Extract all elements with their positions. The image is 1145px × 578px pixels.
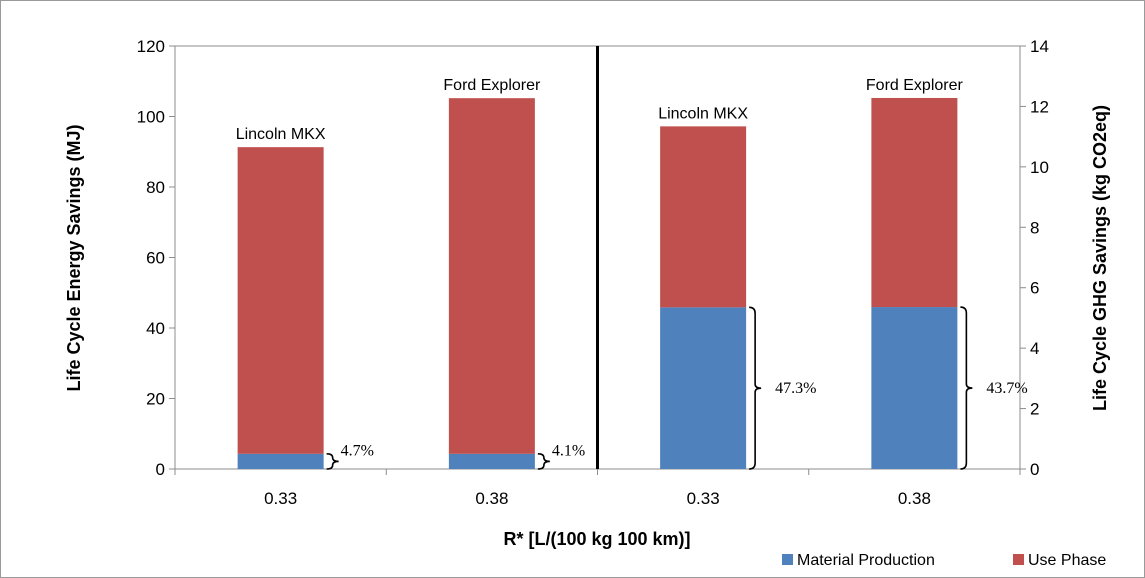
percent-brace <box>537 453 550 470</box>
y-tick-label-left: 20 <box>146 390 165 409</box>
bar-label: Ford Explorer <box>866 77 964 94</box>
percent-brace <box>326 453 339 470</box>
percent-annotation: 43.7% <box>986 380 1027 397</box>
legend-swatch-use-phase <box>1013 554 1024 565</box>
legend-swatch-material-production <box>782 554 793 565</box>
legend: Material Production Use Phase <box>782 552 1106 569</box>
legend-label: Material Production <box>797 552 935 569</box>
percent-brace <box>960 306 973 470</box>
percent-brace <box>749 306 762 470</box>
y-axis-title-right: Life Cycle GHG Savings (kg CO2eq) <box>1090 105 1110 411</box>
bar-segment-use-phase <box>660 126 747 308</box>
percent-annotation: 47.3% <box>775 380 816 397</box>
bar-segment-material-production <box>448 453 535 469</box>
bar-segment-material-production <box>660 307 747 469</box>
bar-segment-material-production <box>871 307 958 469</box>
bars <box>237 97 958 469</box>
percent-annotation: 4.7% <box>341 442 374 459</box>
y-tick-label-right: 14 <box>1030 37 1049 56</box>
bar-segment-use-phase <box>448 98 535 454</box>
x-tick-label: 0.33 <box>264 489 297 508</box>
bar-segment-use-phase <box>237 147 324 454</box>
y-tick-label-right: 12 <box>1030 97 1049 116</box>
bar-label: Lincoln MKX <box>236 126 326 143</box>
y-tick-label-right: 0 <box>1030 460 1039 479</box>
y-tick-label-right: 6 <box>1030 279 1039 298</box>
bar-segment-use-phase <box>871 97 958 308</box>
y-tick-label-left: 80 <box>146 178 165 197</box>
y-axis-title-left: Life Cycle Energy Savings (MJ) <box>64 124 84 391</box>
y-tick-label-left: 40 <box>146 319 165 338</box>
legend-label: Use Phase <box>1028 552 1106 569</box>
y-tick-label-right: 8 <box>1030 218 1039 237</box>
x-tick-label: 0.38 <box>898 489 931 508</box>
x-tick-label: 0.33 <box>687 489 720 508</box>
bar-segment-material-production <box>237 453 324 469</box>
y-tick-label-left: 60 <box>146 249 165 268</box>
y-tick-label-right: 10 <box>1030 158 1049 177</box>
y-tick-label-right: 4 <box>1030 339 1039 358</box>
bar-label: Ford Explorer <box>443 77 541 94</box>
annotations: Lincoln MKX 4.7% Ford Explorer 4.1% Lincoln … <box>236 77 1028 470</box>
y-tick-label-left: 100 <box>137 108 165 127</box>
percent-annotation: 4.1% <box>552 442 585 459</box>
x-tick-label: 0.38 <box>475 489 508 508</box>
y-tick-label-left: 120 <box>137 37 165 56</box>
y-tick-label-left: 0 <box>156 460 165 479</box>
bar-label: Lincoln MKX <box>658 105 748 122</box>
x-axis-title: R* [L/(100 kg 100 km)] <box>503 529 690 549</box>
axes: 0 20 40 60 80 100 120 0 2 4 6 8 10 12 14 0.33 0.38 0.33 0.… <box>137 37 1049 508</box>
y-tick-label-right: 2 <box>1030 400 1039 419</box>
